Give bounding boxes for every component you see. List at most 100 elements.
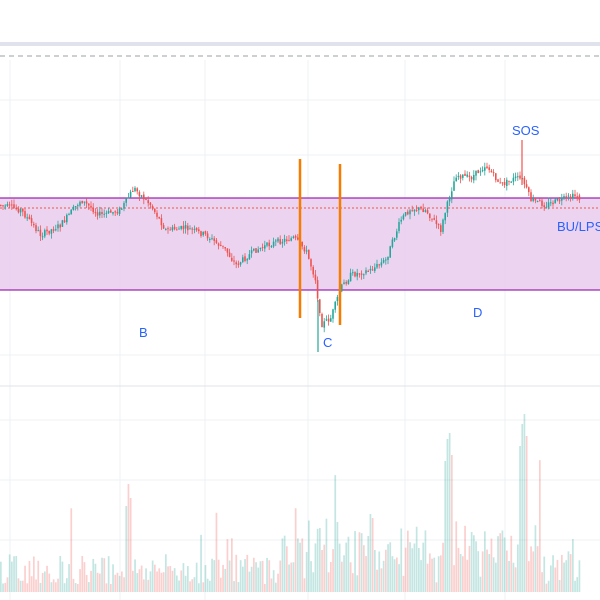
candle-body [125, 198, 127, 203]
candle-body [15, 207, 17, 210]
volume-bar [543, 556, 546, 592]
volume-bar [151, 560, 154, 592]
volume-bar [129, 498, 132, 592]
candle-body [257, 249, 259, 253]
grid [0, 60, 600, 600]
candle-body [94, 212, 97, 214]
candle-body [490, 170, 493, 173]
volume-bar [316, 528, 319, 592]
volume-bar [79, 569, 81, 592]
volume-bar [92, 558, 95, 592]
volume-bar [44, 571, 46, 592]
candle-body [380, 262, 383, 266]
candle-body [279, 239, 281, 244]
volume-bar [523, 414, 526, 592]
volume-bar [464, 525, 466, 592]
volume-bar [191, 579, 194, 592]
volume-bar [253, 557, 255, 592]
volume-bar [275, 582, 277, 592]
volume-bar [444, 461, 447, 592]
label-b: B [139, 325, 148, 340]
volume-bar [334, 475, 337, 592]
candle-body [374, 267, 376, 271]
candle-body [118, 208, 121, 214]
volume-bar [404, 547, 407, 592]
candle-body [512, 177, 515, 182]
volume-bar [349, 562, 352, 592]
volume-bar [48, 573, 51, 592]
candle-body [413, 209, 416, 212]
candle-body [149, 202, 152, 206]
volume-bar [162, 572, 165, 592]
volume-bar [200, 534, 202, 592]
candle-body [349, 272, 352, 282]
candle-body [140, 195, 143, 197]
volume-bar [125, 506, 128, 592]
volume-bar [567, 551, 570, 592]
volume-bar [4, 582, 7, 592]
candle-body [556, 198, 559, 201]
candle-body [206, 233, 209, 239]
volume-bar [446, 439, 449, 592]
volume-bar [187, 566, 189, 592]
candle-body [134, 187, 136, 192]
candle-body [52, 229, 55, 231]
volume-bar [448, 433, 451, 592]
volume-bar [506, 550, 508, 592]
candle-body [334, 301, 336, 310]
candle-body [275, 240, 277, 242]
volume-bar [178, 580, 180, 592]
volume-bar [173, 568, 176, 592]
volume-bar [341, 561, 343, 592]
candle-body [231, 257, 233, 261]
volume-bar [266, 557, 268, 592]
candle-body [250, 250, 253, 254]
candle-body [543, 205, 545, 208]
volume-bar [310, 561, 312, 592]
candle-body [44, 230, 46, 237]
volume-bar [118, 575, 121, 592]
candle-body [226, 248, 229, 253]
candle-body [314, 274, 317, 281]
volume-bar [305, 552, 308, 592]
volume-bar [37, 560, 40, 592]
volume-bar [85, 574, 88, 592]
volume-bar [283, 535, 286, 592]
candle-body [435, 220, 438, 225]
candle-body [400, 219, 402, 222]
volume-bar [479, 576, 482, 592]
candle-body [151, 206, 154, 209]
volume-bar [347, 536, 350, 592]
volume-bar [415, 526, 418, 592]
candle-body [30, 218, 33, 223]
volume-bar [24, 565, 26, 592]
volume-bar [411, 548, 414, 592]
candle-body [103, 213, 105, 215]
volume-bar [123, 577, 125, 592]
volume-bar [376, 569, 378, 592]
candle-body [301, 241, 303, 247]
volume-bar [235, 554, 238, 592]
candle-body [272, 241, 275, 247]
candle-body [336, 297, 339, 302]
volume-bar [176, 575, 178, 592]
volume-bar [418, 547, 420, 592]
volume-bar [457, 547, 460, 592]
volume-bar [565, 560, 568, 592]
volume-bar [530, 546, 532, 592]
volume-bar [17, 578, 20, 592]
volume-bar [220, 577, 222, 592]
volume-bar [378, 551, 381, 592]
candle-body [99, 211, 101, 216]
candle-body [378, 264, 380, 266]
volume-bar [52, 579, 55, 592]
volume-bar [156, 571, 158, 592]
candle-body [501, 182, 504, 184]
volume-bar [88, 582, 90, 592]
volume-bar [501, 530, 504, 592]
candle-body [457, 175, 460, 177]
candle-body [567, 195, 570, 197]
candle-body [499, 182, 501, 184]
volume-bar [321, 550, 323, 592]
volume-bar [22, 580, 24, 592]
